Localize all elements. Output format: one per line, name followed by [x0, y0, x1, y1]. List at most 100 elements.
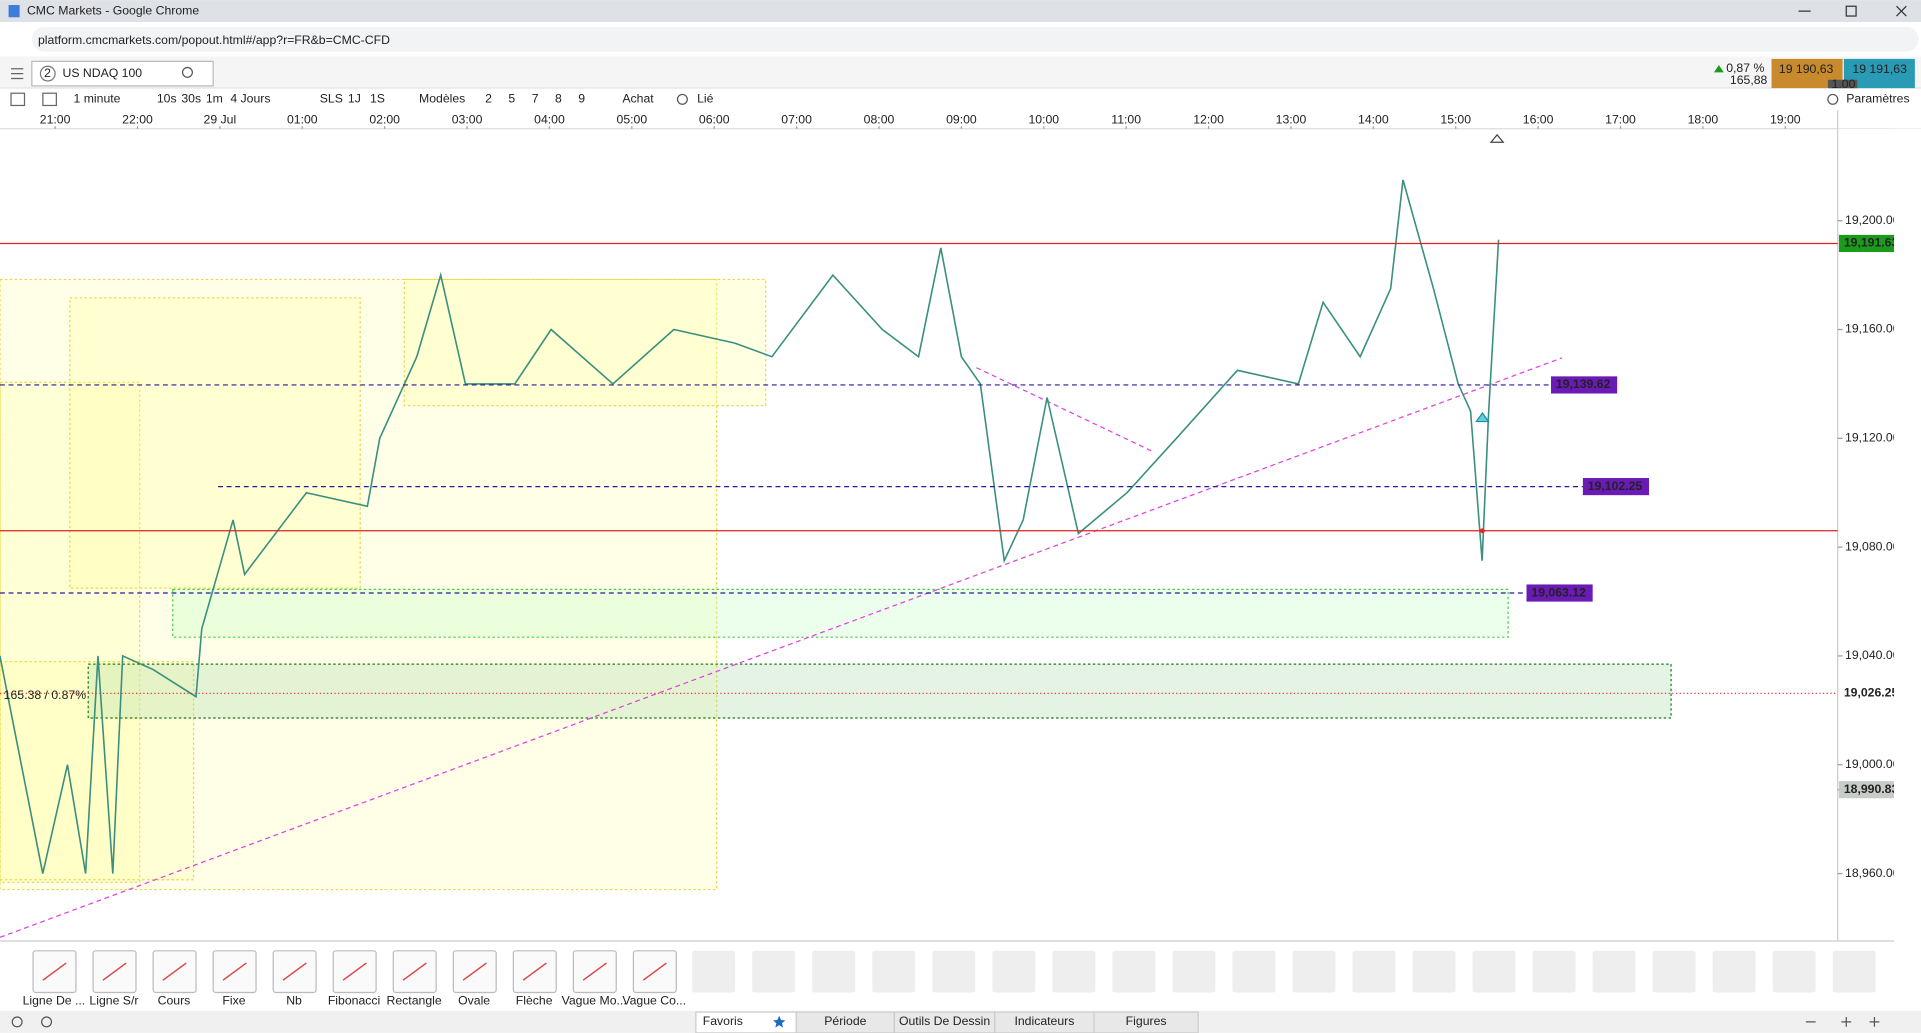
refresh-icon[interactable]	[11, 1016, 23, 1028]
tool-label[interactable]: Flèche	[516, 993, 553, 1007]
tool-label[interactable]: Nb	[286, 993, 302, 1007]
empty-slot	[992, 950, 1036, 993]
empty-slot	[752, 950, 796, 993]
layout-button[interactable]: 7	[532, 92, 539, 106]
quick-interval[interactable]: 10s	[157, 92, 177, 106]
x-tick-label: 13:00	[1276, 112, 1307, 126]
buy-price[interactable]: 19 191,63	[1852, 62, 1907, 76]
cancel-icon[interactable]	[41, 1016, 53, 1028]
x-tick-label: 21:00	[40, 112, 71, 126]
maximize-btn	[1845, 5, 1857, 17]
y-tick-label: 19,120.00	[1845, 431, 1900, 445]
range-button[interactable]: 1S	[370, 92, 385, 106]
x-tick-label: 07:00	[781, 112, 812, 126]
x-tick-label: 02:00	[369, 112, 400, 126]
x-tick-label: 22:00	[122, 112, 153, 126]
side-panel	[1894, 128, 1921, 1011]
quick-interval[interactable]: 1m	[206, 92, 223, 106]
tool-label[interactable]: Fibonacci	[328, 993, 380, 1007]
tab-label[interactable]: Favoris	[703, 1014, 743, 1028]
layout-button[interactable]: 9	[578, 92, 585, 106]
layout-button[interactable]: 5	[508, 92, 515, 106]
zone	[403, 278, 767, 407]
range-button[interactable]: SLS	[320, 92, 343, 106]
empty-slot	[1352, 950, 1396, 993]
empty-slot	[1712, 950, 1756, 993]
price-label-bg	[1526, 584, 1593, 602]
empty-slot	[1652, 950, 1696, 993]
price-label: 19,026.25	[1844, 686, 1899, 700]
settings[interactable]: Paramètres	[1846, 92, 1909, 106]
layout-button[interactable]: 2	[485, 92, 492, 106]
tool-icon	[162, 962, 187, 981]
tool-label[interactable]: Ligne De ...	[23, 993, 86, 1007]
tab-label[interactable]: Figures	[1126, 1014, 1167, 1028]
marker	[1479, 528, 1485, 534]
close-btn[interactable]	[1896, 5, 1907, 17]
linked[interactable]: Lié	[697, 92, 714, 106]
empty-slot	[1412, 950, 1456, 993]
app-icon	[8, 5, 20, 18]
spread-box	[1827, 79, 1858, 90]
search-icon[interactable]	[181, 66, 193, 78]
y-tick-label: 19,040.00	[1845, 648, 1900, 662]
tool-label[interactable]: Ovale	[458, 993, 490, 1007]
tab-number: 2	[44, 66, 51, 80]
buy-link[interactable]: Achat	[622, 92, 654, 106]
tool-icon	[522, 962, 547, 981]
up-arrow	[1713, 65, 1724, 73]
zone	[87, 663, 1672, 719]
range-button[interactable]: 1J	[348, 92, 361, 106]
menu-icon[interactable]	[11, 68, 24, 80]
star-icon	[773, 1015, 786, 1028]
tool-label[interactable]: Vague Mo...	[562, 993, 627, 1007]
tool-icon	[222, 962, 247, 981]
tab-label[interactable]: Indicateurs	[1014, 1014, 1074, 1028]
x-tick-label: 03:00	[452, 112, 483, 126]
x-tick-label: 11:00	[1111, 112, 1141, 126]
tool-icon	[342, 962, 367, 981]
link-icon	[676, 93, 688, 105]
price-label: 19,102.25	[1588, 479, 1643, 493]
tool-label[interactable]: Ligne S/r	[89, 993, 138, 1007]
change-label: 165.38 / 0.87%	[4, 688, 87, 702]
x-tick-label: 12:00	[1193, 112, 1224, 126]
tool-label[interactable]: Rectangle	[387, 993, 442, 1007]
grid-icon	[42, 92, 57, 107]
tab-label[interactable]: Période	[824, 1014, 866, 1028]
tool-icon	[42, 962, 67, 981]
x-tick-label: 17:00	[1605, 112, 1636, 126]
quick-interval[interactable]: 30s	[181, 92, 201, 106]
interval[interactable]: 1 minute	[74, 92, 121, 106]
tool-label[interactable]: Fixe	[222, 993, 245, 1007]
trend-line	[0, 357, 1563, 938]
layout-button[interactable]: 8	[555, 92, 562, 106]
price-label-bg	[1551, 376, 1618, 394]
zone	[0, 278, 718, 891]
sell-price[interactable]: 19 190,63	[1779, 62, 1834, 76]
y-tick-label: 19,000.00	[1845, 757, 1900, 771]
x-tick-label: 01:00	[287, 112, 318, 126]
zone	[0, 661, 195, 881]
toolbar	[0, 88, 1921, 111]
tool-label[interactable]: Cours	[158, 993, 191, 1007]
x-tick-label: 06:00	[699, 112, 730, 126]
empty-slot	[1772, 950, 1816, 993]
empty-slot	[1112, 950, 1156, 993]
address-field	[31, 27, 1919, 52]
tool-label[interactable]: Vague Co...	[622, 993, 686, 1007]
tab-label[interactable]: Outils De Dessin	[899, 1014, 990, 1028]
change: 165,88	[1730, 73, 1768, 87]
zone	[69, 297, 361, 589]
zone	[172, 588, 1509, 638]
list-icon	[10, 92, 26, 107]
range[interactable]: 4 Jours	[230, 92, 270, 106]
x-tick-label: 29 Jul	[204, 112, 237, 126]
order-marker	[1475, 411, 1490, 423]
x-tick-label: 08:00	[864, 112, 895, 126]
empty-slot	[872, 950, 916, 993]
x-tick-label: 14:00	[1358, 112, 1389, 126]
templates[interactable]: Modèles	[419, 92, 465, 106]
zoom-icons[interactable]	[1805, 1016, 1880, 1027]
